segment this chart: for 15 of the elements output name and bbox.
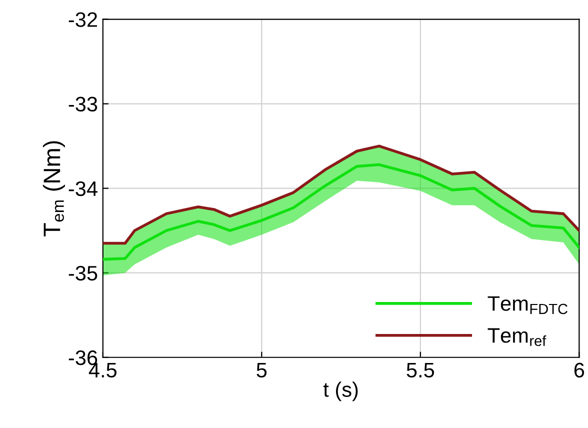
y-tick-label: -34 (68, 181, 98, 196)
x-tick-label: 4.5 (88, 363, 117, 378)
y-tick-label: -36 (68, 350, 98, 366)
x-tick-label: 5 (256, 363, 267, 378)
legend-label: Tem$_{FDTC}$ (488, 296, 568, 314)
x-axis-title: t (s) (323, 382, 358, 402)
line-series (102, 163, 580, 261)
y-tick-label: -32 (68, 12, 97, 28)
x-tick-label: 6 (574, 362, 584, 378)
y-tick-label: -33 (68, 96, 98, 112)
legend-label: Tem$_{ref}$ (488, 328, 546, 346)
y-tick-label: -35 (68, 266, 98, 281)
x-tick-label: 5.5 (406, 363, 434, 378)
line-series (102, 144, 580, 245)
y-axis-title: T$_{em}$ (Nm) (42, 141, 65, 236)
